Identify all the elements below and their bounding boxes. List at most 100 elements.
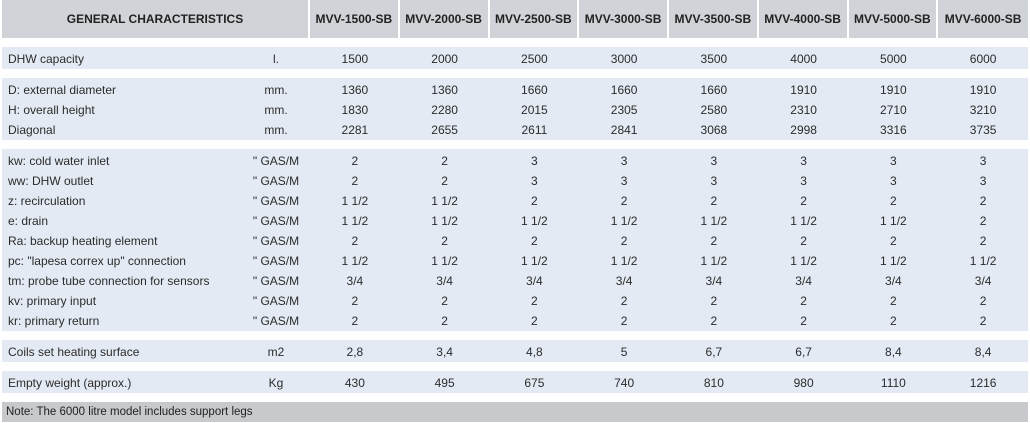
model-header: MVV-1500-SB — [310, 0, 400, 38]
cell-value: 2 — [489, 311, 580, 331]
cell-value: 3 — [848, 171, 939, 191]
cell-value: 2015 — [489, 100, 580, 120]
cell-value: 2 — [399, 291, 490, 311]
cell-value: 3/4 — [489, 271, 580, 291]
row-unit: mm. — [208, 100, 310, 120]
row-unit: " GAS/M — [208, 231, 310, 251]
cell-value: 2 — [938, 191, 1028, 211]
cell-value: 2 — [938, 211, 1028, 231]
cell-value: 1660 — [669, 78, 759, 100]
row-group: kw: cold water inlet " GAS/M 2 2 3 3 3 3 3 3 ww: D… — [2, 149, 1028, 331]
row-unit: Kg — [208, 371, 310, 393]
cell-value: 3316 — [848, 120, 939, 140]
cell-value: 4000 — [758, 47, 849, 69]
cell-value: 6,7 — [758, 340, 849, 362]
model-header: MVV-4000-SB — [758, 0, 849, 38]
model-header: MVV-2000-SB — [399, 0, 490, 38]
cell-value: 2 — [399, 231, 490, 251]
group-spacer — [2, 140, 1028, 149]
group-spacer — [2, 38, 1028, 47]
cell-value: 2 — [848, 311, 939, 331]
cell-value: 2281 — [310, 120, 400, 140]
group-spacer — [2, 393, 1028, 402]
row-unit: " GAS/M — [208, 191, 310, 211]
row-label: Ra: backup heating element — [2, 231, 208, 251]
row-unit: " GAS/M — [208, 311, 310, 331]
cell-value: 3 — [758, 171, 849, 191]
row-unit: " GAS/M — [208, 171, 310, 191]
cell-value: 2 — [579, 311, 669, 331]
cell-value: 2 — [310, 231, 400, 251]
cell-value: 2500 — [489, 47, 580, 69]
cell-value: 3 — [758, 149, 849, 171]
cell-value: 2 — [848, 291, 939, 311]
cell-value: 980 — [758, 371, 849, 393]
cell-value: 1360 — [399, 78, 490, 100]
cell-value: 430 — [310, 371, 400, 393]
table-row: kv: primary input " GAS/M 2 2 2 2 2 2 2 2 — [2, 291, 1028, 311]
cell-value: 2 — [669, 311, 759, 331]
group-spacer — [2, 331, 1028, 340]
cell-value: 1 1/2 — [669, 211, 759, 231]
cell-value: 1910 — [938, 78, 1028, 100]
row-label: DHW capacity — [2, 47, 208, 69]
cell-value: 1 1/2 — [399, 191, 490, 211]
cell-value: 2655 — [399, 120, 490, 140]
table-row: Diagonal mm. 2281 2655 2611 2841 3068 2998 3316 3… — [2, 120, 1028, 140]
cell-value: 3/4 — [579, 271, 669, 291]
cell-value: 8,4 — [938, 340, 1028, 362]
cell-value: 2 — [489, 231, 580, 251]
cell-value: 2 — [848, 231, 939, 251]
cell-value: 1 1/2 — [938, 251, 1028, 271]
cell-value: 495 — [399, 371, 490, 393]
cell-value: 1 1/2 — [848, 211, 939, 231]
header-row: GENERAL CHARACTERISTICS MVV-1500-SB MVV-… — [2, 0, 1028, 38]
cell-value: 2 — [399, 171, 490, 191]
cell-value: 2 — [758, 191, 849, 211]
cell-value: 2,8 — [310, 340, 400, 362]
cell-value: 2 — [399, 149, 490, 171]
cell-value: 1500 — [310, 47, 400, 69]
cell-value: 1 1/2 — [399, 211, 490, 231]
cell-value: 1 1/2 — [758, 251, 849, 271]
cell-value: 2 — [758, 311, 849, 331]
cell-value: 2 — [579, 231, 669, 251]
cell-value: 3 — [669, 149, 759, 171]
cell-value: 2611 — [489, 120, 580, 140]
cell-value: 3 — [579, 171, 669, 191]
cell-value: 3,4 — [399, 340, 490, 362]
cell-value: 2 — [669, 191, 759, 211]
row-unit: " GAS/M — [208, 271, 310, 291]
table-row: Coils set heating surface m2 2,8 3,4 4,8 5 6,7… — [2, 340, 1028, 362]
table-row: kr: primary return " GAS/M 2 2 2 2 2 2 2 2 — [2, 311, 1028, 331]
row-group: DHW capacity l. 1500 2000 2500 3000 3500 4000 50… — [2, 47, 1028, 69]
cell-value: 6000 — [938, 47, 1028, 69]
cell-value: 2 — [938, 231, 1028, 251]
cell-value: 1 1/2 — [399, 251, 490, 271]
row-unit: mm. — [208, 120, 310, 140]
row-group: D: external diameter mm. 1360 1360 1660 1660 1… — [2, 78, 1028, 140]
cell-value: 2 — [758, 231, 849, 251]
table-row: z: recirculation " GAS/M 1 1/2 1 1/2 2 2 2 2 2 2 — [2, 191, 1028, 211]
table-row: Ra: backup heating element " GAS/M 2 2 2 2 2 2 2… — [2, 231, 1028, 251]
table-row: e: drain " GAS/M 1 1/2 1 1/2 1 1/2 1 1/2 1 1/2… — [2, 211, 1028, 231]
cell-value: 3 — [669, 171, 759, 191]
cell-value: 2000 — [399, 47, 490, 69]
cell-value: 2 — [938, 291, 1028, 311]
cell-value: 1660 — [579, 78, 669, 100]
cell-value: 1910 — [848, 78, 939, 100]
cell-value: 8,4 — [848, 340, 939, 362]
cell-value: 3500 — [669, 47, 759, 69]
group-spacer — [2, 69, 1028, 78]
cell-value: 3/4 — [848, 271, 939, 291]
model-header: MVV-3000-SB — [579, 0, 669, 38]
row-label: Empty weight (approx.) — [2, 371, 208, 393]
model-header: MVV-5000-SB — [848, 0, 939, 38]
cell-value: 3 — [489, 149, 580, 171]
cell-value: 1 1/2 — [848, 251, 939, 271]
cell-value: 1 1/2 — [310, 191, 400, 211]
cell-value: 3/4 — [758, 271, 849, 291]
cell-value: 3/4 — [938, 271, 1028, 291]
row-label: pc: "lapesa correx up" connection — [2, 251, 208, 271]
